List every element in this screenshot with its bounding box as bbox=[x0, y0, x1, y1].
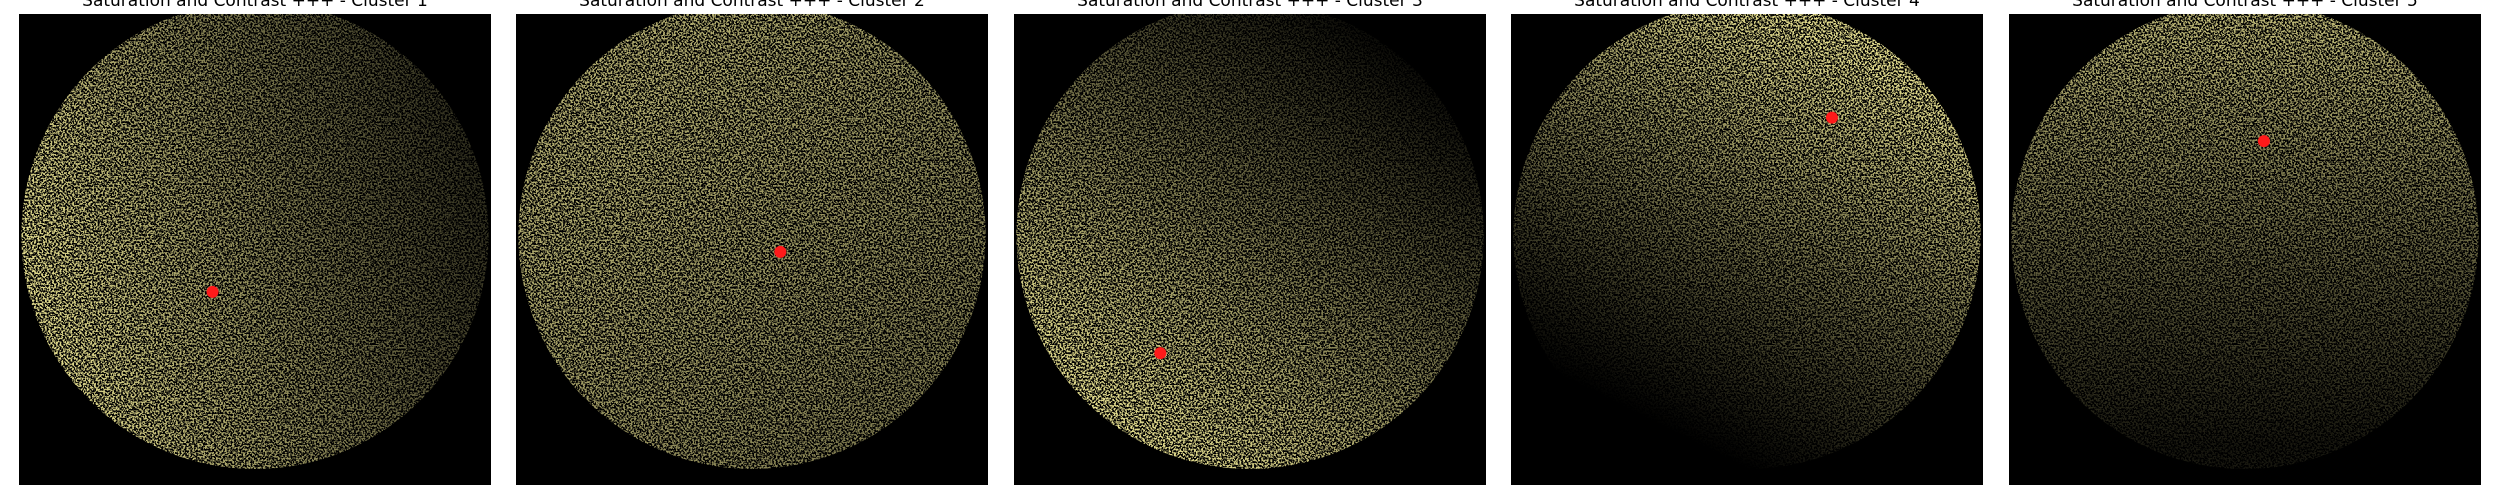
panel-title: Saturation and Contrast +++ - Cluster 5 bbox=[2072, 0, 2418, 11]
speckle-image bbox=[1511, 14, 1983, 485]
centroid-marker bbox=[1825, 111, 1838, 124]
panel: Saturation and Contrast +++ - Cluster 4 bbox=[1511, 0, 1983, 485]
panel-title: Saturation and Contrast +++ - Cluster 4 bbox=[1574, 0, 1920, 11]
centroid-marker bbox=[1154, 347, 1167, 360]
centroid-marker bbox=[206, 285, 219, 298]
panel-title: Saturation and Contrast +++ - Cluster 2 bbox=[579, 0, 925, 11]
panel: Saturation and Contrast +++ - Cluster 1 bbox=[19, 0, 491, 485]
centroid-marker bbox=[2257, 135, 2270, 148]
speckle-image bbox=[516, 14, 988, 485]
speckle-image bbox=[2009, 14, 2481, 485]
panel-title: Saturation and Contrast +++ - Cluster 3 bbox=[1077, 0, 1423, 11]
panel: Saturation and Contrast +++ - Cluster 5 bbox=[2009, 0, 2481, 485]
speckle-image bbox=[1014, 14, 1486, 485]
panel: Saturation and Contrast +++ - Cluster 2 bbox=[516, 0, 988, 485]
centroid-marker bbox=[774, 245, 787, 258]
panel-title: Saturation and Contrast +++ - Cluster 1 bbox=[82, 0, 428, 11]
speckle-image bbox=[19, 14, 491, 485]
panel: Saturation and Contrast +++ - Cluster 3 bbox=[1014, 0, 1486, 485]
